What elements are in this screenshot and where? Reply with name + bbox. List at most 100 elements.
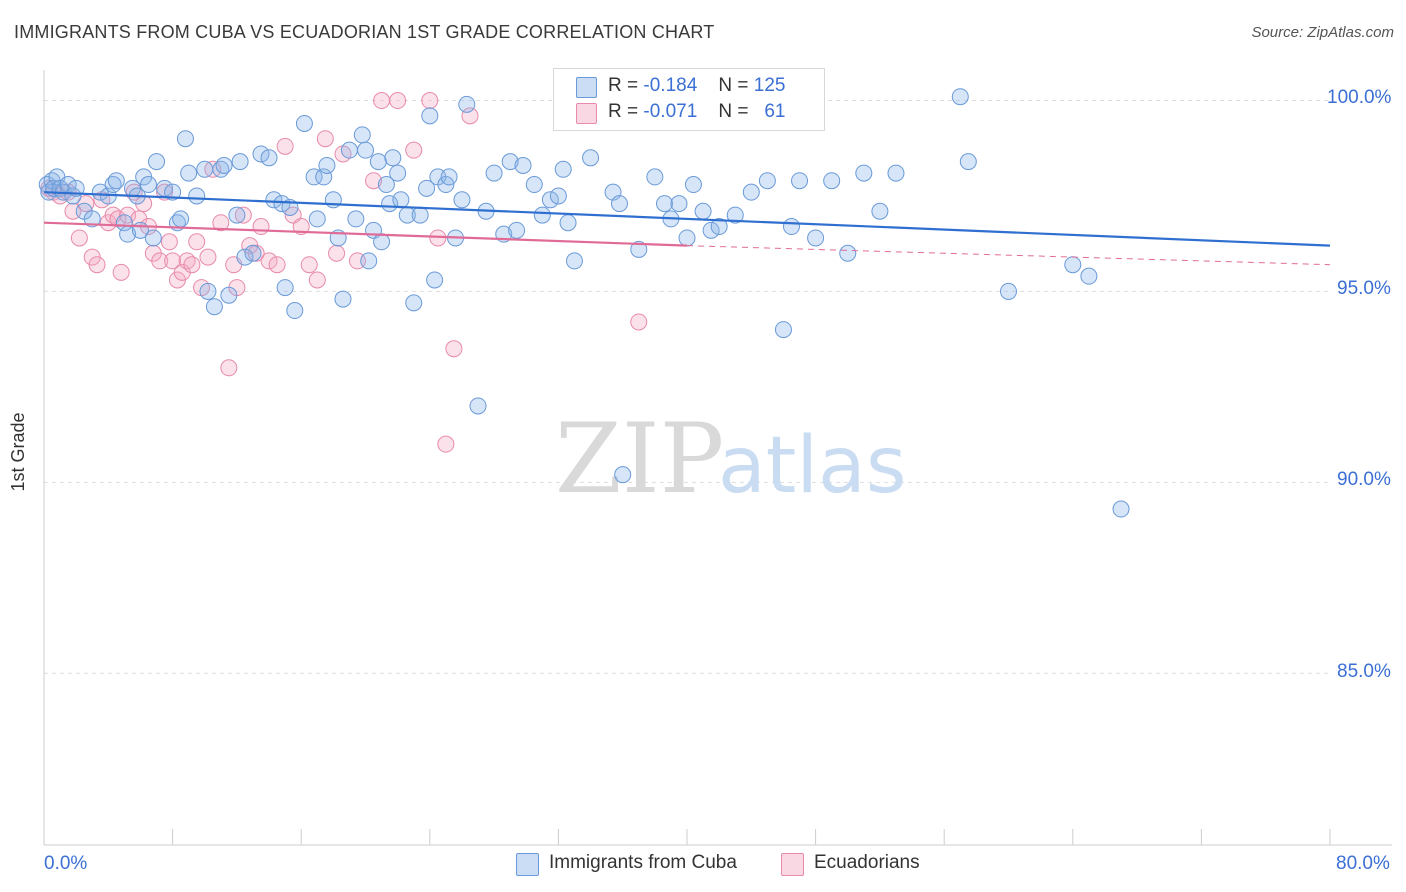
- ecuadorians-point-48: [328, 244, 346, 262]
- ecuadorians-trend-extension: [686, 245, 1331, 266]
- ecuadorians-point-47: [316, 130, 334, 148]
- cuba-point-51: [308, 210, 326, 228]
- ecuadorians-point-57: [437, 435, 455, 453]
- cuba-point-43: [260, 149, 278, 167]
- cuba-point-100: [614, 466, 632, 484]
- cuba-point-102: [646, 168, 664, 186]
- ecuadorians-r-value: -0.071: [643, 101, 698, 122]
- cuba-point-22: [139, 176, 157, 194]
- ecuadorians-n-label: N =: [718, 101, 749, 122]
- cuba-point-52: [315, 168, 333, 186]
- cuba-point-29: [176, 130, 194, 148]
- cuba-point-99: [610, 195, 628, 213]
- cuba-point-103: [655, 195, 673, 213]
- cuba-point-117: [807, 229, 825, 247]
- stats-legend: R = -0.184 N = 125 R = -0.071 N = 61: [553, 68, 825, 131]
- ecuadorians-point-60: [630, 313, 648, 331]
- cuba-point-115: [782, 218, 800, 236]
- cuba-point-58: [347, 210, 365, 228]
- cuba-point-59: [353, 126, 371, 144]
- cuba-point-101: [630, 240, 648, 258]
- cuba-point-113: [758, 172, 776, 190]
- cuba-point-123: [951, 88, 969, 106]
- cuba-point-28: [172, 210, 190, 228]
- cuba-point-88: [514, 156, 532, 174]
- x-tick-min: 0.0%: [44, 853, 88, 874]
- cuba-point-93: [554, 160, 572, 178]
- cuba-point-26: [164, 183, 182, 201]
- cuba-point-31: [188, 187, 206, 205]
- cuba-point-33: [199, 282, 217, 300]
- cuba-point-121: [871, 202, 889, 220]
- cuba-point-124: [959, 153, 977, 171]
- cuba-point-57: [340, 141, 358, 159]
- y-tick-95: 95.0%: [1337, 278, 1391, 299]
- cuba-point-114: [774, 321, 792, 339]
- ecuadorians-point-53: [389, 92, 407, 110]
- ecuadorians-point-44: [292, 218, 310, 236]
- cuba-point-63: [369, 153, 387, 171]
- cuba-point-40: [236, 248, 254, 266]
- cuba-point-73: [418, 179, 436, 197]
- cuba-point-91: [541, 191, 559, 209]
- cuba-point-106: [678, 229, 696, 247]
- cuba-point-80: [453, 191, 471, 209]
- ecuadorians-point-23: [164, 252, 182, 270]
- ecuadorians-point-30: [199, 248, 217, 266]
- cuba-point-11: [83, 210, 101, 228]
- y-tick-100: 100.0%: [1327, 87, 1392, 108]
- cuba-point-90: [533, 206, 551, 224]
- cuba-point-78: [440, 168, 458, 186]
- cuba-point-15: [107, 172, 125, 190]
- cuba-point-111: [726, 206, 744, 224]
- cuba-point-74: [421, 107, 439, 125]
- cuba-point-107: [684, 176, 702, 194]
- cuba-point-125: [1000, 282, 1017, 300]
- ecuadorians-point-40: [260, 252, 278, 270]
- ecuadorians-point-58: [445, 340, 463, 358]
- ecuadorians-point-22: [160, 233, 178, 251]
- cuba-swatch: [576, 77, 597, 98]
- cuba-point-94: [559, 214, 577, 232]
- cuba-point-112: [742, 183, 760, 201]
- cuba-point-60: [357, 141, 374, 159]
- cuba-point-41: [244, 244, 262, 262]
- ecuadorians-trend-line: [43, 221, 688, 247]
- cuba-point-86: [501, 153, 519, 171]
- cuba-point-64: [373, 233, 391, 251]
- cuba-point-46: [276, 279, 294, 297]
- cuba-point-81: [458, 95, 476, 113]
- ecuadorians-point-46: [308, 271, 326, 289]
- cuba-point-42: [252, 145, 270, 163]
- cuba-point-116: [791, 172, 809, 190]
- cuba-r-value: -0.184: [643, 75, 698, 96]
- cuba-point-128: [1112, 500, 1130, 518]
- cuba-point-65: [377, 176, 395, 194]
- ecuadorians-point-13: [112, 263, 130, 281]
- y-tick-90: 90.0%: [1337, 469, 1391, 490]
- cuba-point-71: [405, 294, 423, 312]
- cuba-point-127: [1080, 267, 1098, 285]
- ecuadorians-point-59: [461, 107, 479, 125]
- ecuadorians-point-54: [405, 141, 423, 159]
- cuba-point-48: [286, 302, 304, 320]
- ecuadorians-point-32: [212, 214, 230, 232]
- cuba-r-label: R =: [608, 75, 639, 96]
- cuba-point-24: [148, 153, 166, 171]
- cuba-point-87: [508, 221, 526, 239]
- watermark-zip: ZIP: [555, 403, 724, 515]
- cuba-point-126: [1064, 256, 1082, 274]
- cuba-point-61: [360, 252, 378, 270]
- cuba-point-30: [180, 164, 198, 182]
- cuba-point-56: [334, 290, 352, 308]
- cuba-point-95: [565, 252, 583, 270]
- cuba-point-119: [839, 244, 857, 262]
- chart-source: Source: ZipAtlas.com: [1251, 24, 1394, 41]
- ecuadorians-point-45: [300, 256, 318, 274]
- watermark-atlas: atlas: [718, 421, 907, 511]
- y-axis-label: 1st Grade: [8, 412, 28, 492]
- cuba-trend-line: [43, 191, 1331, 247]
- cuba-point-68: [389, 164, 407, 182]
- cuba-point-108: [694, 202, 712, 220]
